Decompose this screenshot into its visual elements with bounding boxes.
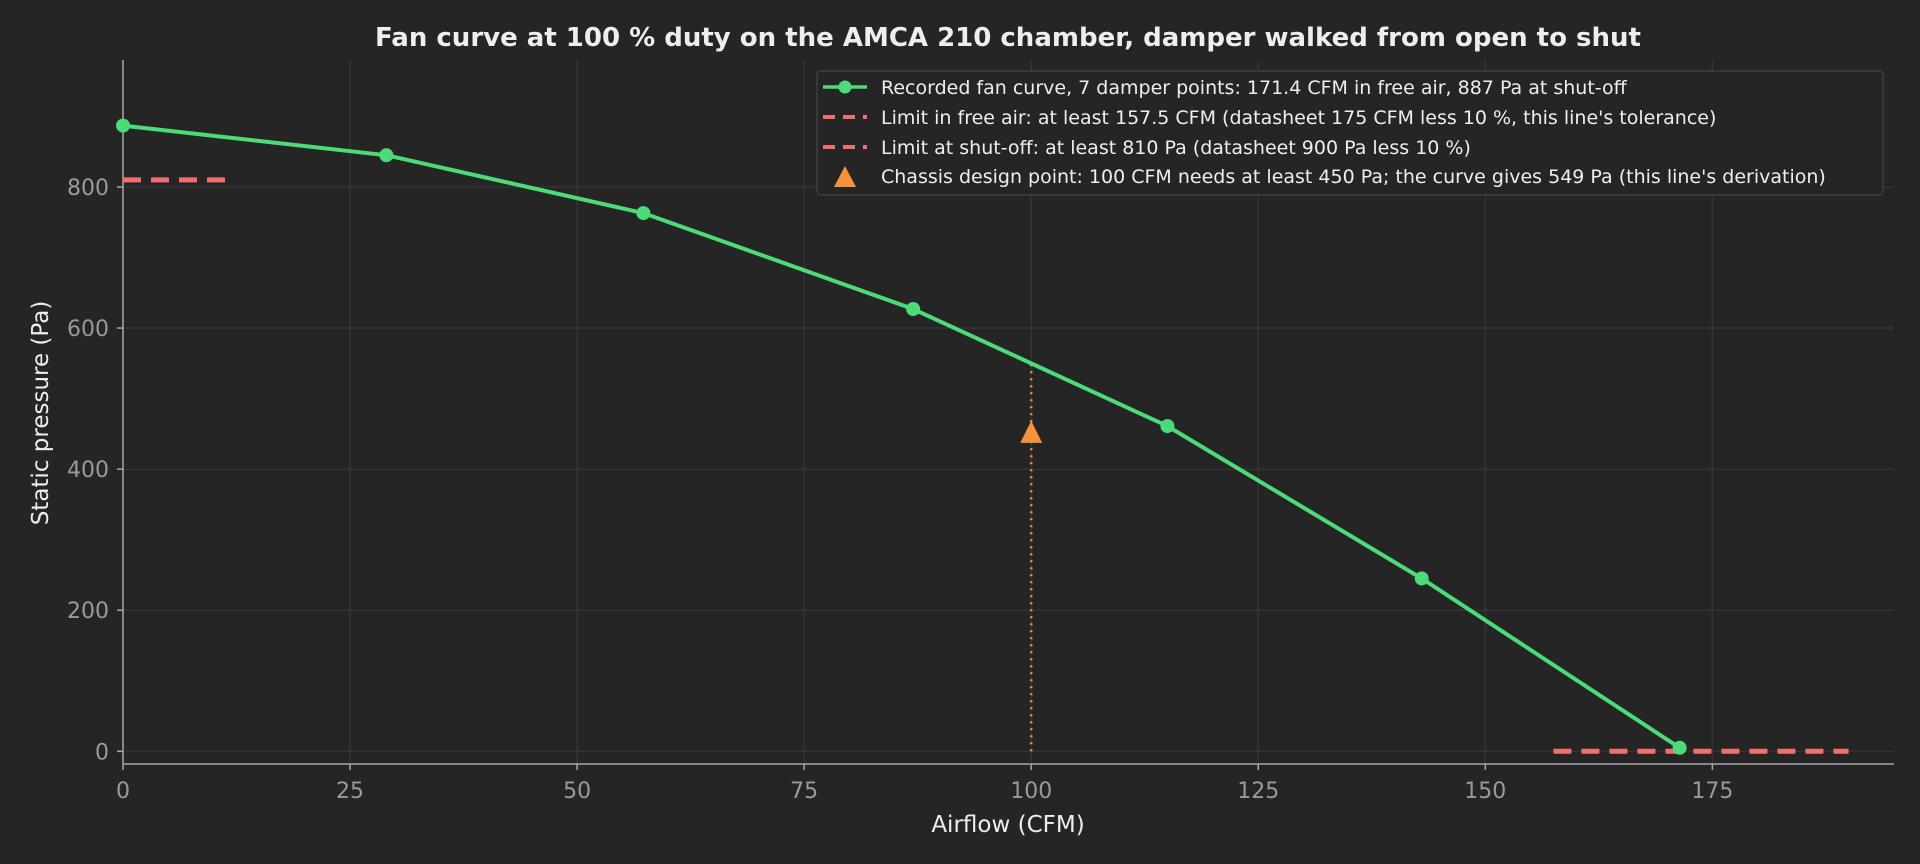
fan-curve-point-4 xyxy=(1160,419,1175,434)
legend-label-free-air-limit: Limit in free air: at least 157.5 CFM (d… xyxy=(881,107,1716,129)
legend-item-fan-curve: Recorded fan curve, 7 damper points: 171… xyxy=(823,77,1628,99)
legend-box xyxy=(816,70,1884,196)
y-axis-label: Static pressure (Pa) xyxy=(28,301,54,526)
x-tick-label-75: 75 xyxy=(790,779,818,804)
x-tick-label-175: 175 xyxy=(1691,779,1733,804)
ticks-layer: 0 25 50 75 100 125 150 175 0 200 400 600 800 xyxy=(67,176,1733,804)
y-tick-label-0: 0 xyxy=(95,740,109,765)
y-tick-label-400: 400 xyxy=(67,458,109,483)
design-point-marker xyxy=(1020,420,1043,443)
chart-title: Fan curve at 100 % duty on the AMCA 210 … xyxy=(375,23,1641,53)
x-tick-label-125: 125 xyxy=(1237,779,1279,804)
legend-item-design-point: Chassis design point: 100 CFM needs at l… xyxy=(834,166,1826,188)
x-tick-label-25: 25 xyxy=(336,779,364,804)
y-tick-label-800: 800 xyxy=(67,176,109,201)
legend-item-shutoff-limit: Limit at shut-off: at least 810 Pa (data… xyxy=(823,137,1471,159)
fan-curve-line xyxy=(122,123,1681,750)
y-tick-label-200: 200 xyxy=(67,599,109,624)
legend-swatch-design-point xyxy=(834,166,856,187)
x-axis-label: Airflow (CFM) xyxy=(931,812,1084,838)
x-tick-label-50: 50 xyxy=(563,779,591,804)
fan-curve-point-0 xyxy=(116,118,130,133)
x-tick-label-100: 100 xyxy=(1010,779,1052,804)
series-layer xyxy=(116,118,1849,755)
legend: Recorded fan curve, 7 damper points: 171… xyxy=(816,70,1884,196)
fan-curve-point-1 xyxy=(379,148,394,163)
axes-layer xyxy=(122,60,1894,765)
fan-curve-point-5 xyxy=(1414,571,1429,586)
legend-label-design-point: Chassis design point: 100 CFM needs at l… xyxy=(881,166,1826,188)
fan-curve-point-6 xyxy=(1672,740,1687,755)
legend-item-free-air-limit: Limit in free air: at least 157.5 CFM (d… xyxy=(823,107,1716,129)
x-tick-label-0: 0 xyxy=(116,779,130,804)
legend-label-shutoff-limit: Limit at shut-off: at least 810 Pa (data… xyxy=(881,137,1471,159)
y-tick-label-600: 600 xyxy=(67,317,109,342)
legend-label-fan-curve: Recorded fan curve, 7 damper points: 171… xyxy=(881,77,1628,99)
fan-curve-point-3 xyxy=(906,302,921,317)
legend-marker-fan-curve xyxy=(838,80,852,94)
fan-curve-point-2 xyxy=(636,206,651,221)
x-tick-label-150: 150 xyxy=(1464,779,1506,804)
